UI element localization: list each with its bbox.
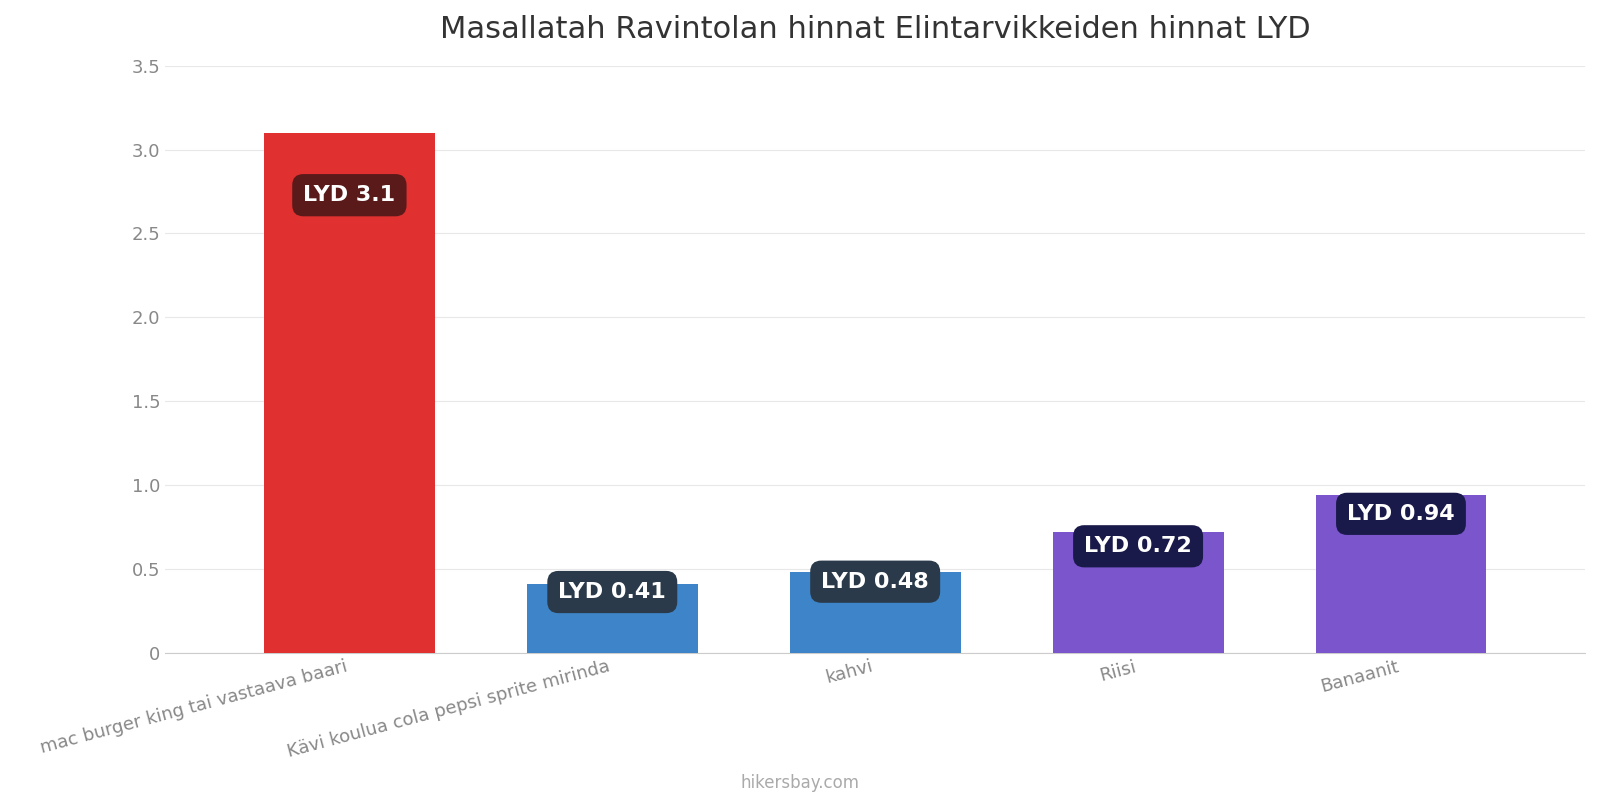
Text: LYD 0.48: LYD 0.48 (821, 572, 930, 592)
Title: Masallatah Ravintolan hinnat Elintarvikkeiden hinnat LYD: Masallatah Ravintolan hinnat Elintarvikk… (440, 15, 1310, 44)
Bar (790, 572, 960, 653)
Text: hikersbay.com: hikersbay.com (741, 774, 859, 792)
Bar (1315, 495, 1486, 653)
Bar (264, 133, 435, 653)
Bar (526, 584, 698, 653)
Text: LYD 3.1: LYD 3.1 (304, 185, 395, 205)
Text: LYD 0.41: LYD 0.41 (558, 582, 666, 602)
Bar (1053, 532, 1224, 653)
Text: LYD 0.72: LYD 0.72 (1085, 536, 1192, 556)
Text: LYD 0.94: LYD 0.94 (1347, 504, 1454, 524)
